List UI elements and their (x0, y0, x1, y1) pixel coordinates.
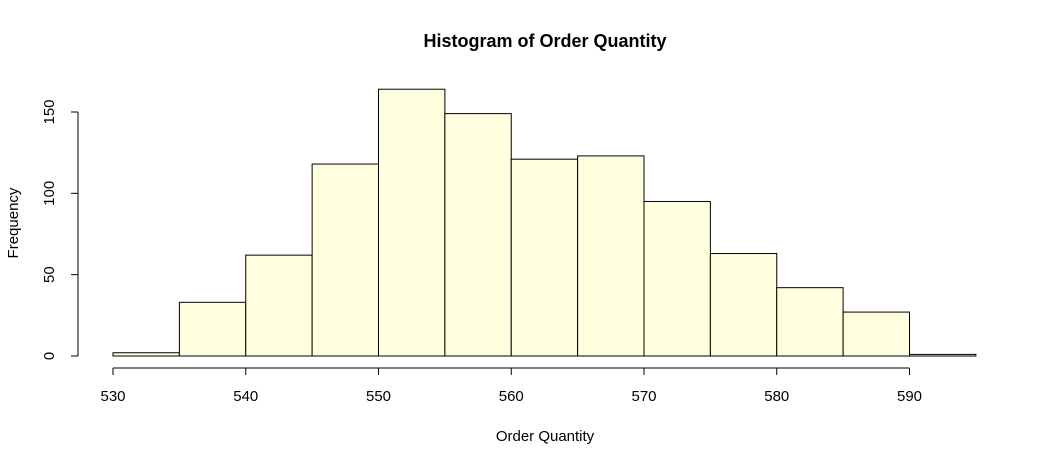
y-tick-label-0: 0 (41, 352, 58, 360)
histogram-bar-585-590 (842, 311, 910, 357)
histogram-bar-530-535 (112, 352, 180, 357)
x-tick-label-580: 580 (764, 388, 789, 405)
x-tick-label-560: 560 (499, 388, 524, 405)
x-tick-label-530: 530 (100, 388, 125, 405)
histogram-bar-555-560 (444, 113, 512, 357)
histogram-bar-535-540 (178, 301, 247, 357)
x-tick-label-550: 550 (366, 388, 391, 405)
histogram-bar-540-545 (245, 254, 313, 357)
histogram-bar-545-550 (311, 163, 379, 357)
histogram-bar-550-555 (378, 88, 446, 357)
y-tick-label-100: 100 (41, 181, 58, 206)
histogram-bar-575-580 (709, 253, 778, 357)
y-axis-label: Frequency (5, 187, 22, 258)
chart-title: Histogram of Order Quantity (423, 31, 666, 51)
histogram-bar-560-565 (510, 158, 579, 357)
x-axis: 530 540 550 560 570 580 590 (100, 367, 922, 405)
histogram-bar-570-575 (643, 200, 711, 357)
x-axis-label: Order Quantity (496, 428, 595, 445)
histogram-bar-590-595 (909, 353, 977, 357)
x-tick-label-570: 570 (631, 388, 656, 405)
histogram-bar-580-585 (776, 287, 844, 357)
bars-group (112, 88, 977, 357)
x-tick-label-590: 590 (897, 388, 922, 405)
y-axis: 0 50 100 150 (41, 99, 79, 360)
y-tick-label-150: 150 (41, 99, 58, 124)
y-tick-label-50: 50 (41, 266, 58, 283)
x-tick-label-540: 540 (233, 388, 258, 405)
histogram-bar-565-570 (577, 155, 645, 357)
